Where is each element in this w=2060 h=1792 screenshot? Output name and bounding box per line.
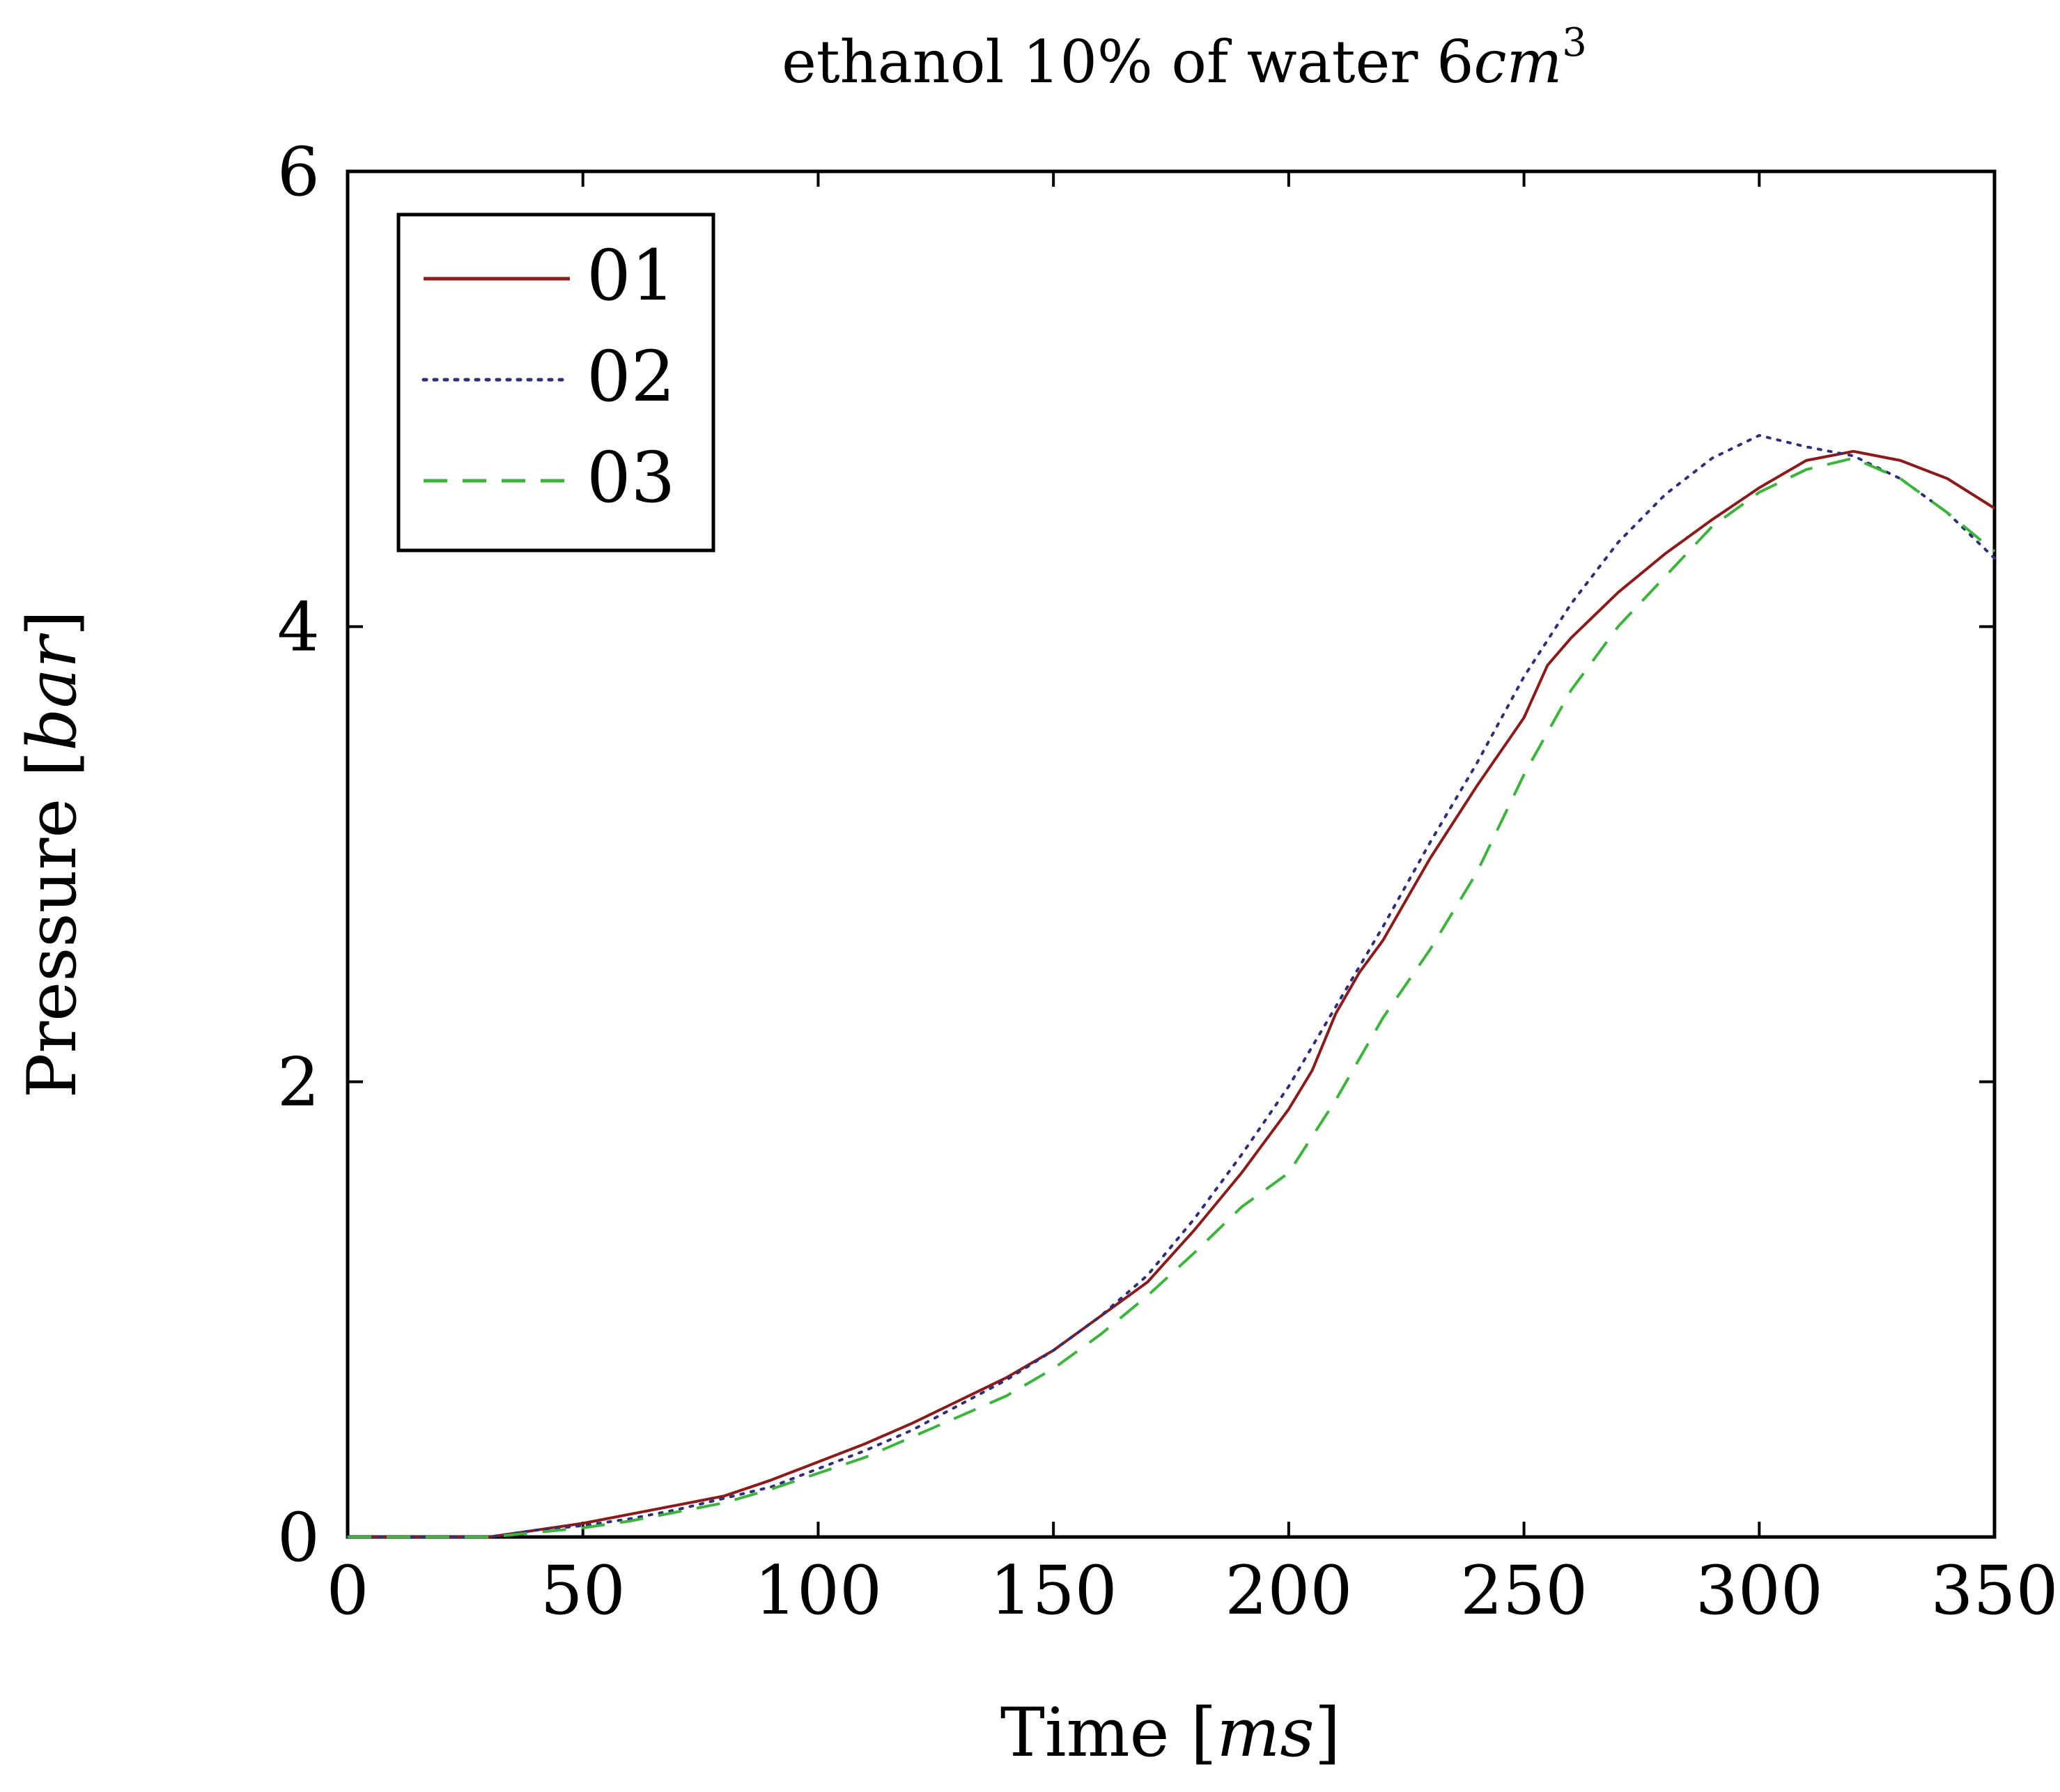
y-axis-label: Pressure [bar]: [13, 610, 91, 1098]
x-tick-label-50: 50: [541, 1552, 626, 1630]
series-lines: [346, 433, 1996, 1538]
legend-entry-03: 03: [424, 437, 675, 518]
y-tick-label-2: 2: [277, 1044, 320, 1122]
series-line-03: [348, 456, 1996, 1538]
plot-frame: [346, 169, 1997, 1539]
legend-label-03: 03: [587, 437, 675, 518]
x-tick-label-0: 0: [326, 1552, 369, 1630]
legend-box: [396, 213, 715, 553]
x-tick-label-100: 100: [754, 1552, 882, 1630]
x-tick-label-250: 250: [1460, 1552, 1588, 1630]
y-tick-label-0: 0: [277, 1499, 320, 1577]
x-tick-label-300: 300: [1696, 1552, 1823, 1630]
y-tick-label-6: 6: [277, 133, 320, 211]
x-tick-label-150: 150: [990, 1552, 1117, 1630]
chart-title: ethanol 10% of water 6cm3: [782, 20, 1587, 96]
x-tick-label-350: 350: [1930, 1552, 2058, 1630]
legend-label-02: 02: [587, 336, 675, 417]
series-line-02: [346, 433, 1996, 1538]
legend-label-01: 01: [587, 235, 675, 316]
series-line-01: [348, 449, 1996, 1538]
x-axis-label: Time [ms]: [1000, 1694, 1340, 1772]
y-tick-label-4: 4: [277, 588, 320, 666]
legend: 01 02 03: [396, 213, 715, 553]
legend-entry-02: 02: [421, 336, 675, 417]
legend-entry-01: 01: [424, 235, 675, 316]
x-tick-label-200: 200: [1225, 1552, 1352, 1630]
